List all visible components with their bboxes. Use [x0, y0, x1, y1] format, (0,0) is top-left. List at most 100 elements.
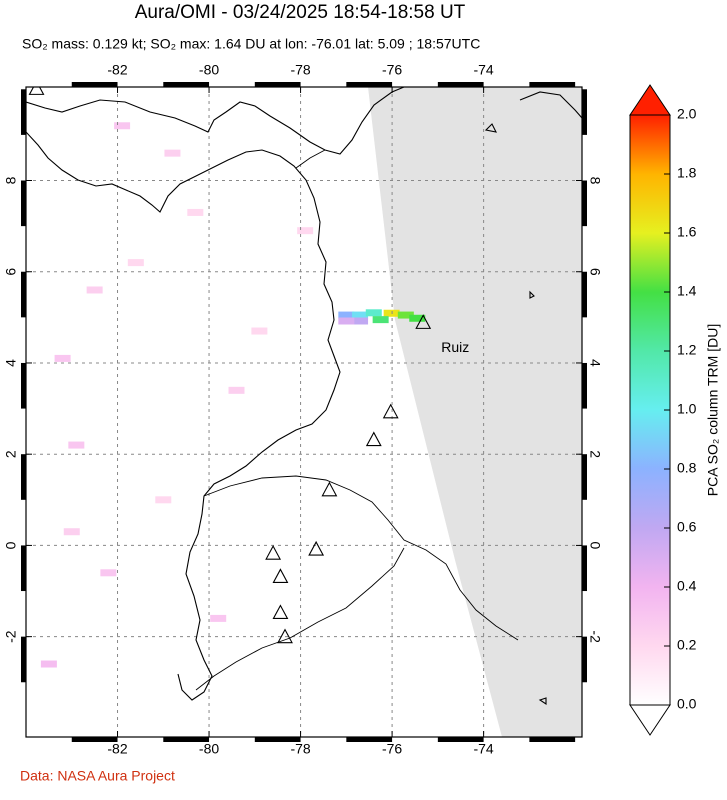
frame-bar: [582, 362, 587, 409]
colorbar-min-arrow: [629, 704, 671, 736]
so2-pixel: [409, 314, 426, 322]
frame-bar: [71, 82, 118, 87]
volcano-label: Ruiz: [441, 339, 469, 355]
colorbar-tick-label: 2.0: [677, 106, 697, 122]
frame-bar: [21, 271, 26, 318]
y-tick-label: 8: [3, 176, 19, 184]
so2-pixel: [187, 208, 204, 216]
x-tick-label: -76: [382, 62, 402, 78]
so2-pixel: [164, 149, 181, 157]
frame-bar: [582, 89, 587, 135]
y-tick-label: -2: [587, 630, 603, 643]
frame-bar: [582, 271, 587, 318]
country-border: [203, 475, 519, 641]
so2-pixel: [100, 569, 117, 577]
colorbar-tick-label: 1.6: [677, 224, 697, 240]
frame-bar: [71, 737, 118, 742]
y-tick-label: 8: [587, 177, 603, 185]
so2-pixel: [210, 614, 227, 622]
so2-pixel: [40, 660, 57, 668]
so2-pixel: [365, 309, 382, 317]
frame-bar: [437, 82, 484, 87]
no-data-area: [368, 87, 582, 737]
volcano-marker: [308, 540, 325, 556]
volcano-marker: [277, 628, 293, 644]
title: Aura/OMI - 03/24/2025 18:54-18:58 UT: [135, 2, 466, 23]
frame-bar: [582, 545, 587, 592]
x-tick-label: -82: [107, 741, 127, 757]
y-tick-label: 2: [587, 450, 603, 458]
so2-pixel: [86, 286, 103, 294]
frame-bar: [21, 454, 26, 500]
colorbar-tick-label: 1.0: [677, 401, 697, 417]
so2-pixel: [372, 316, 389, 324]
subtitle: SO₂ mass: 0.129 kt; SO₂ max: 1.64 DU at …: [22, 36, 480, 52]
so2-pixel: [338, 311, 355, 319]
so2-pixel: [338, 317, 355, 325]
frame-bar: [21, 545, 26, 592]
volcano-marker: [272, 604, 289, 620]
colorbar-tick-label: 1.4: [677, 283, 697, 299]
map-area: Ruiz: [26, 87, 582, 737]
colorbar-label: PCA SO₂ column TRM [DU]: [705, 324, 721, 496]
frame-bar: [529, 82, 576, 87]
so2-pixel: [352, 311, 369, 319]
volcano-marker: [321, 481, 338, 497]
frame-bar: [582, 636, 587, 683]
y-tick-label: 0: [587, 542, 603, 550]
coastline: [26, 131, 341, 701]
so2-pixel: [127, 259, 144, 267]
y-tick-label: 4: [587, 359, 603, 367]
frame-layer: -82 -82 -80 -80 -78 -78 -76 -76 -74 -74 -2 -2 0 0 2 2 4 4…: [3, 62, 604, 757]
y-tick-label: 2: [3, 450, 19, 458]
y-tick-label: 0: [3, 541, 19, 549]
colorbar-tick-label: 0.8: [677, 460, 697, 476]
y-tick-label: 6: [3, 268, 19, 276]
colorbar-scale: [629, 114, 671, 706]
x-tick-label: -74: [473, 62, 493, 78]
y-tick-label: 4: [3, 359, 19, 367]
volcano-marker: [265, 545, 282, 560]
frame-bar: [21, 180, 26, 227]
so2-pixel: [68, 441, 85, 449]
grid-layer: [26, 87, 582, 737]
so2-pixel: [352, 317, 369, 325]
colorbar-tick-label: 0.4: [677, 578, 697, 594]
so2-pixel: [114, 122, 131, 130]
colorbar-max-arrow: [629, 84, 671, 116]
colorbar-tick-label: 0.2: [677, 637, 697, 653]
so2-pixel: [155, 496, 172, 504]
so2-pixel: [54, 354, 71, 362]
colorbar-tick-label: 1.8: [677, 165, 697, 181]
volcano-marker: [365, 431, 382, 447]
colorbar-tick-label: 0.6: [677, 519, 697, 535]
x-tick-label: -78: [290, 741, 310, 757]
frame-bar: [437, 737, 484, 742]
so2-pixel: [397, 311, 414, 319]
frame-bar: [346, 737, 393, 742]
frame-bar: [254, 737, 301, 742]
x-tick-label: -80: [199, 62, 219, 78]
x-tick-label: -80: [199, 741, 219, 757]
frame-bar: [21, 636, 26, 683]
so2-pixel: [228, 386, 245, 394]
frame-bar: [21, 89, 26, 135]
volcano-marker: [28, 87, 45, 95]
x-tick-label: -82: [107, 62, 127, 78]
volcano-layer: Ruiz: [28, 87, 469, 644]
volcano-marker: [272, 568, 289, 583]
country-border: [295, 149, 326, 169]
frame-bar: [346, 82, 393, 87]
frame-bar: [254, 82, 301, 87]
colorbar-tick-label: 1.2: [677, 342, 697, 358]
x-tick-label: -76: [382, 741, 402, 757]
x-tick-label: -78: [290, 62, 310, 78]
so2-pixel: [63, 528, 80, 536]
frame-bar: [163, 737, 210, 742]
volcano-marker: [415, 314, 432, 329]
coastline: [519, 91, 582, 119]
y-tick-label: -2: [3, 630, 19, 643]
colorbar-tick-label: 0.0: [677, 696, 697, 712]
coastline: [26, 87, 405, 155]
